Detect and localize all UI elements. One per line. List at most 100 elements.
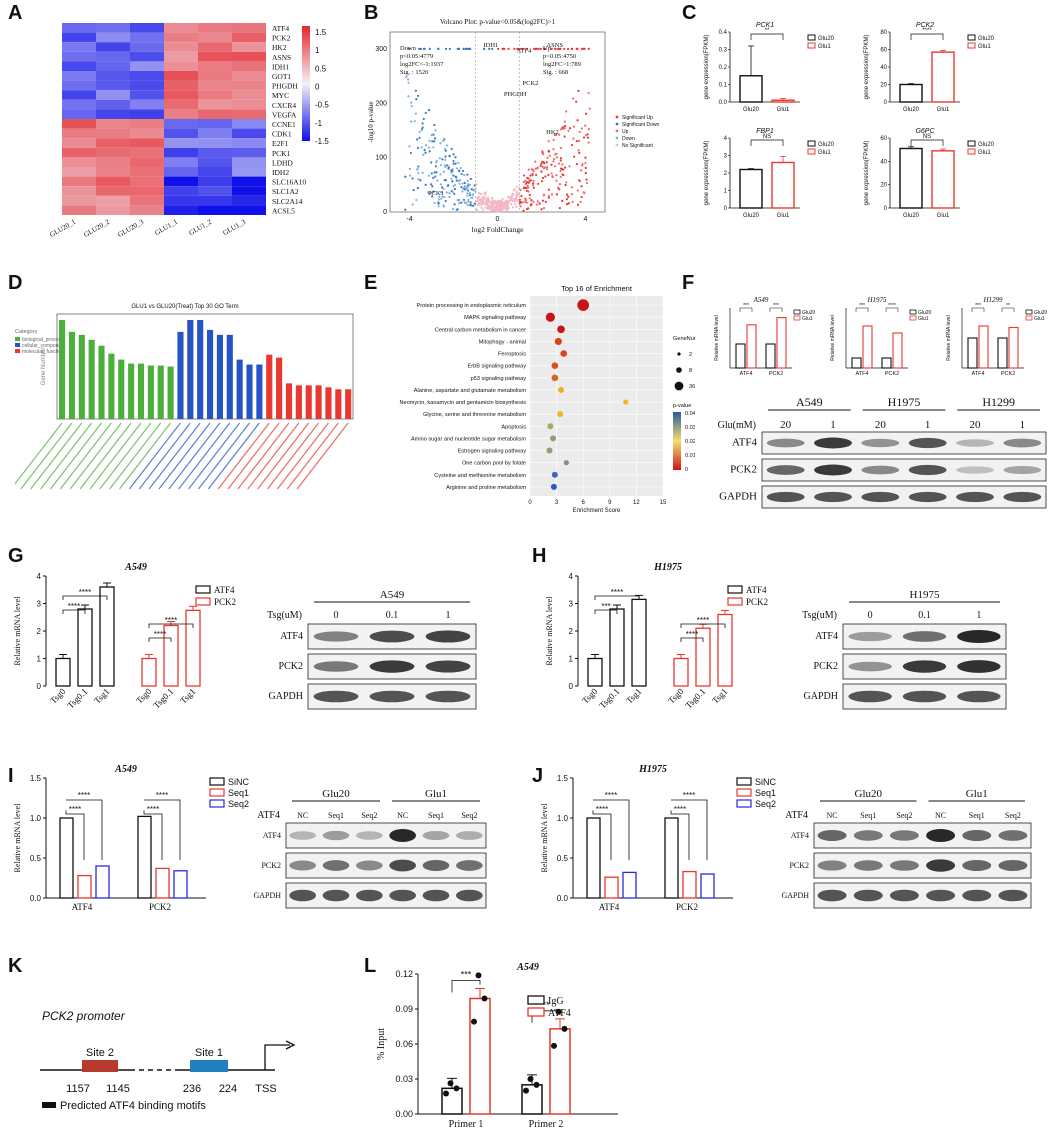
volcano-point — [457, 199, 461, 202]
volcano-point — [540, 180, 544, 183]
volcano-point — [520, 47, 523, 50]
blot-strip — [761, 431, 1047, 455]
volcano-point — [564, 183, 567, 187]
volcano-point — [514, 199, 517, 202]
blot-band — [853, 860, 883, 871]
y-axis-label: -log10 p-value — [367, 101, 375, 142]
blot-band — [957, 630, 1001, 643]
sig-bracket — [593, 799, 630, 860]
legend-label: Significant Down — [622, 122, 659, 128]
heatmap-cell — [130, 23, 164, 33]
x-tick: ATF4 — [855, 371, 868, 377]
volcano-point — [486, 202, 489, 205]
blot-band — [814, 437, 852, 449]
chart-title: A549 — [753, 296, 769, 304]
volcano-point — [431, 185, 434, 188]
volcano-point — [550, 193, 554, 196]
y-tick: 0 — [37, 682, 42, 691]
heatmap-cell — [96, 61, 130, 71]
down-summary: p<0.05:4779 — [400, 53, 433, 60]
legend-label: ATF4 — [548, 1008, 571, 1019]
volcano-point — [430, 183, 433, 186]
sig-bracket — [148, 637, 172, 642]
y-tick: 1.5 — [557, 774, 569, 783]
volcano-point — [542, 161, 545, 164]
volcano-point — [452, 159, 455, 163]
go-term-label-line — [138, 422, 191, 490]
x-tick: Glu20 — [903, 107, 920, 113]
volcano-point — [463, 201, 467, 204]
volcano-point — [498, 207, 501, 210]
go-term-label-line — [197, 422, 250, 490]
blot-band — [313, 690, 359, 703]
y-tick: 4 — [569, 572, 574, 581]
volcano-point — [432, 176, 435, 179]
blot-band — [814, 491, 852, 503]
legend-swatch — [909, 315, 917, 321]
volcano-point — [524, 182, 528, 185]
y-tick: 200 — [375, 100, 387, 107]
volcano-point — [556, 186, 560, 189]
legend-swatch — [967, 140, 976, 147]
chip-qpcr-bar-chart: A549 0.00 0.03 0.06 0.09 0.12 % Input Primer 1 *… — [376, 962, 618, 1130]
enrichment-dot — [547, 423, 554, 430]
go-bar — [325, 387, 332, 419]
pathway-label: MAPK signaling pathway — [464, 315, 526, 321]
volcano-point — [541, 151, 544, 154]
data-point — [523, 1087, 529, 1094]
volcano-point — [408, 145, 411, 148]
volcano-point — [418, 47, 421, 50]
volcano-point — [450, 171, 453, 174]
bar — [59, 817, 74, 899]
data-point — [481, 995, 488, 1002]
volcano-point — [469, 203, 472, 206]
sig-bracket — [680, 637, 704, 642]
volcano-point — [505, 209, 509, 212]
pathway-label: Mitophagy - animal — [479, 339, 526, 345]
sig-bracket — [1001, 307, 1015, 312]
gene-label: CCNE1 — [272, 120, 296, 129]
panel-label-c: C — [682, 2, 697, 24]
legend-title: Category — [15, 329, 38, 335]
blot-lane-label: 0 — [868, 610, 873, 621]
blot-band — [926, 889, 956, 902]
bar — [997, 337, 1008, 369]
volcano-point — [554, 153, 557, 156]
sig-label: NS — [923, 134, 931, 140]
sig-label: **** — [68, 602, 80, 611]
volcano-point — [550, 47, 553, 50]
bar — [881, 357, 892, 369]
y-tick: 2 — [724, 171, 728, 177]
volcano-point — [474, 190, 477, 193]
bar — [155, 867, 170, 899]
volcano-point — [527, 207, 530, 210]
blot-row-label: PCK2 — [814, 661, 838, 672]
heatmap-cell — [164, 42, 198, 52]
heatmap-cell — [96, 80, 130, 91]
pathway-label: Estrogen signaling pathway — [458, 449, 527, 455]
blot-group-label: Glu1 — [966, 788, 988, 800]
panel-label-h: H — [532, 545, 547, 567]
blot-band — [322, 830, 350, 841]
legend-swatch — [527, 1007, 545, 1017]
volcano-point — [489, 204, 492, 208]
y-axis-label: Relative mRNA level — [830, 315, 836, 361]
enrichment-dot — [546, 447, 553, 454]
x-tick: ATF4 — [599, 902, 620, 912]
binding-site-2 — [82, 1060, 118, 1072]
panel-label-b: B — [364, 2, 379, 24]
x-tick: 15 — [660, 500, 667, 506]
enrichment-dot — [545, 312, 555, 322]
heatmap-cell — [232, 167, 266, 177]
legend-label: Glu1 — [978, 44, 991, 50]
go-term-label-line — [109, 422, 162, 490]
volcano-point — [541, 176, 545, 180]
x-tick: Tsg1 — [624, 686, 643, 705]
blot-band — [889, 830, 919, 841]
gene-label: MYC — [272, 91, 289, 100]
blot-band — [814, 464, 852, 476]
heatmap-cell — [232, 80, 266, 91]
volcano-point — [439, 163, 442, 167]
x-tick: PCK2 — [769, 371, 783, 377]
volcano-point — [523, 201, 526, 204]
